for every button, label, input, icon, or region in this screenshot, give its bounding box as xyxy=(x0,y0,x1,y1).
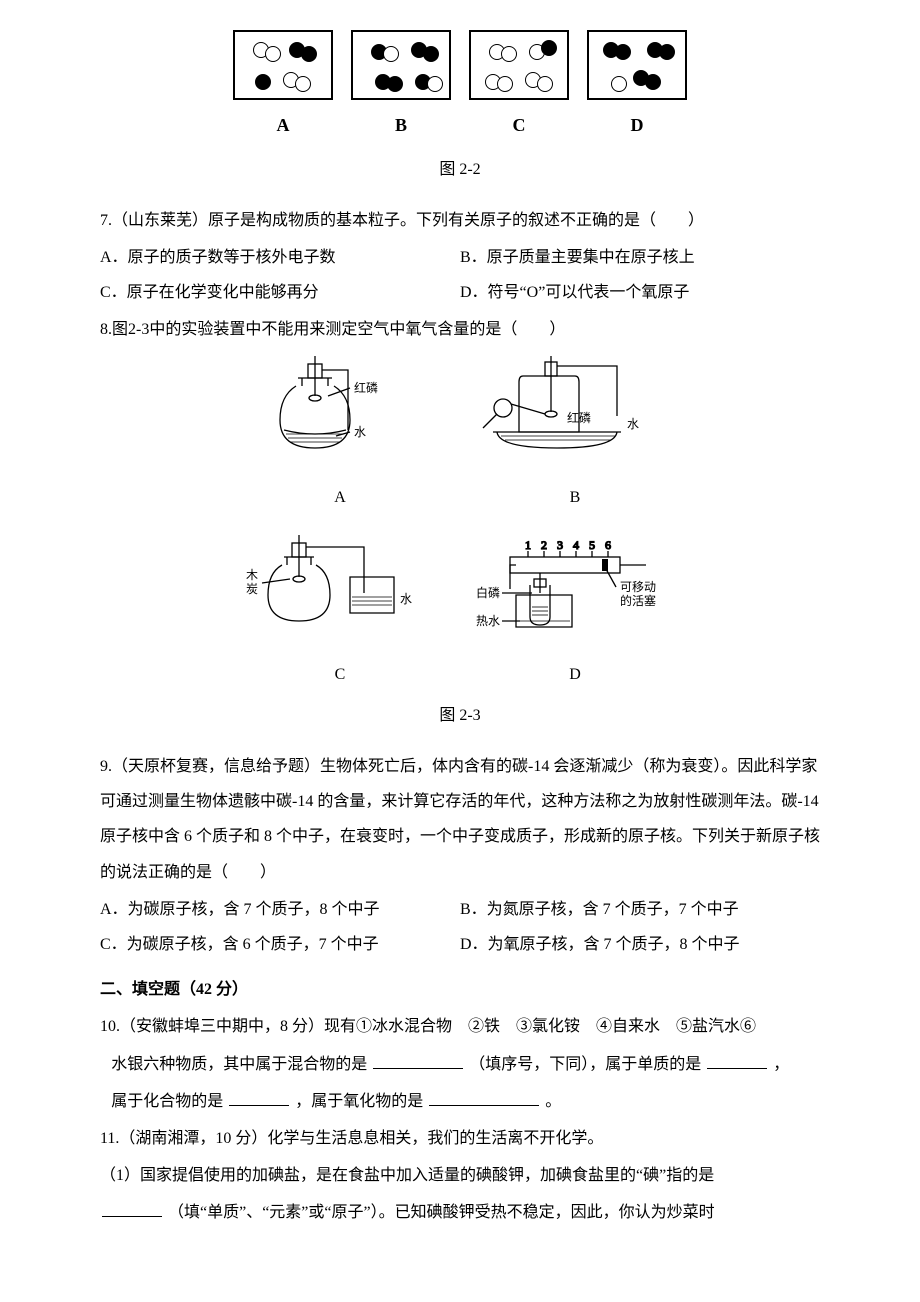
label-piston-D-1: 可移动 xyxy=(620,580,656,594)
atom-black xyxy=(255,74,271,90)
q9-option-A: A．为碳原子核，含 7 个质子，8 个中子 xyxy=(100,892,460,927)
label-reagent-D: 白磷 xyxy=(476,585,500,600)
atom-white xyxy=(427,76,443,92)
molecule-box-B xyxy=(351,30,451,100)
blank-oxide xyxy=(429,1089,539,1106)
molecule-cell-A: A xyxy=(233,30,333,146)
label-piston-D-2: 的活塞 xyxy=(620,593,656,608)
apparatus-label-A: A xyxy=(334,480,346,515)
q9-stem: 9.（天原杯复赛，信息给予题）生物体死亡后，体内含有的碳-14 会逐渐减少（称为… xyxy=(100,749,820,890)
molecule-box-D xyxy=(587,30,687,100)
q8-stem: 8.图2-3中的实验装置中不能用来测定空气中氧气含量的是（ ） xyxy=(100,312,820,347)
atom-white xyxy=(501,46,517,62)
molecule-label-A: A xyxy=(277,106,290,146)
molecule-box-C xyxy=(469,30,569,100)
atom-white xyxy=(383,46,399,62)
q11-part1-line1: （1）国家提倡使用的加碘盐，是在食盐中加入适量的碘酸钾，加碘食盐里的“碘”指的是 xyxy=(100,1158,820,1193)
q10-line2-b: （填序号，下同），属于单质的是 xyxy=(469,1056,701,1073)
q7-option-A: A．原子的质子数等于核外电子数 xyxy=(100,240,460,275)
figure-2-2-caption: 图 2-2 xyxy=(100,152,820,187)
q7-option-C: C．原子在化学变化中能够再分 xyxy=(100,275,460,310)
label-liquid-D: 热水 xyxy=(476,614,500,628)
blank-element xyxy=(707,1052,767,1069)
blank-compound xyxy=(229,1089,289,1106)
atom-black xyxy=(423,46,439,62)
q10-line3: 属于化合物的是 ，属于氧化物的是 。 xyxy=(100,1084,820,1119)
apparatus-A: 红磷 水 A xyxy=(240,356,440,515)
q11-part1-line2: （填“单质”、“元素”或“原子”）。已知碘酸钾受热不稳定，因此，你认为炒菜时 xyxy=(100,1195,820,1230)
figure-2-2: A B xyxy=(100,30,820,146)
svg-text:3: 3 xyxy=(557,538,563,552)
q10-line3-a: 属于化合物的是 xyxy=(111,1093,223,1110)
label-reagent-B: 红磷 xyxy=(567,410,591,425)
q7-option-B: B．原子质量主要集中在原子核上 xyxy=(460,240,820,275)
molecule-label-C: C xyxy=(513,106,526,146)
apparatus-label-C: C xyxy=(335,657,346,692)
q10-line1: 10.（安徽蚌埠三中期中，8 分）现有①冰水混合物 ②铁 ③氯化铵 ④自来水 ⑤… xyxy=(100,1009,820,1044)
svg-text:4: 4 xyxy=(573,538,579,552)
q9-options: A．为碳原子核，含 7 个质子，8 个中子 B．为氮原子核，含 7 个质子，7 … xyxy=(100,892,820,962)
atom-black xyxy=(645,74,661,90)
atom-white xyxy=(295,76,311,92)
atom-black xyxy=(615,44,631,60)
atom-black xyxy=(301,46,317,62)
apparatus-B: 红磷 水 B xyxy=(470,356,680,515)
q10-line3-b: ，属于氧化物的是 xyxy=(295,1093,423,1110)
q10-line2: 水银六种物质，其中属于混合物的是 （填序号，下同），属于单质的是 ， xyxy=(100,1047,820,1082)
figure-2-3: 红磷 水 A 红磷 水 B xyxy=(240,356,680,692)
molecule-boxes-row: A B xyxy=(100,30,820,146)
label-reagent-C-2: 炭 xyxy=(246,582,258,596)
blank-mixture xyxy=(373,1052,463,1069)
atom-white xyxy=(497,76,513,92)
label-liquid-B: 水 xyxy=(627,417,639,431)
atom-black xyxy=(387,76,403,92)
molecule-box-A xyxy=(233,30,333,100)
q9-option-B: B．为氮原子核，含 7 个质子，7 个中子 xyxy=(460,892,820,927)
molecule-label-B: B xyxy=(395,106,407,146)
q7-option-D: D．符号“O”可以代表一个氧原子 xyxy=(460,275,820,310)
atom-black xyxy=(541,40,557,56)
svg-text:6: 6 xyxy=(605,538,611,552)
molecule-cell-D: D xyxy=(587,30,687,146)
apparatus-label-D: D xyxy=(569,657,581,692)
atom-black xyxy=(659,44,675,60)
q10-line2-a: 水银六种物质，其中属于混合物的是 xyxy=(111,1056,367,1073)
q7-options: A．原子的质子数等于核外电子数 B．原子质量主要集中在原子核上 C．原子在化学变… xyxy=(100,240,820,310)
atom-white xyxy=(611,76,627,92)
molecule-cell-B: B xyxy=(351,30,451,146)
svg-text:5: 5 xyxy=(589,538,595,552)
figure-2-3-caption: 图 2-3 xyxy=(100,698,820,733)
q7-stem: 7.（山东莱芜）原子是构成物质的基本粒子。下列有关原子的叙述不正确的是（ ） xyxy=(100,203,820,238)
atom-white xyxy=(265,46,281,62)
apparatus-D: 1 2 3 4 5 6 白磷 热水 可移动 的活 xyxy=(470,533,680,692)
atom-white xyxy=(537,76,553,92)
label-reagent-C-1: 木 xyxy=(246,568,258,582)
label-liquid-A: 水 xyxy=(354,425,366,439)
label-reagent-A: 红磷 xyxy=(354,380,378,395)
molecule-label-D: D xyxy=(631,106,644,146)
q10-line3-c: 。 xyxy=(545,1093,561,1110)
blank-iodine xyxy=(102,1201,162,1218)
q10-line2-c: ， xyxy=(773,1056,789,1073)
label-liquid-C: 水 xyxy=(400,592,412,606)
q11-stem: 11.（湖南湘潭，10 分）化学与生活息息相关，我们的生活离不开化学。 xyxy=(100,1121,820,1156)
q9-option-C: C．为碳原子核，含 6 个质子，7 个中子 xyxy=(100,927,460,962)
apparatus-label-B: B xyxy=(570,480,581,515)
q9-option-D: D．为氧原子核，含 7 个质子，8 个中子 xyxy=(460,927,820,962)
apparatus-C: 木 炭 水 C xyxy=(240,533,440,692)
q11-part1-b: （填“单质”、“元素”或“原子”）。已知碘酸钾受热不稳定，因此，你认为炒菜时 xyxy=(168,1204,715,1221)
svg-text:1: 1 xyxy=(525,538,531,552)
svg-text:2: 2 xyxy=(541,538,547,552)
section-2-title: 二、填空题（42 分） xyxy=(100,972,820,1007)
molecule-cell-C: C xyxy=(469,30,569,146)
